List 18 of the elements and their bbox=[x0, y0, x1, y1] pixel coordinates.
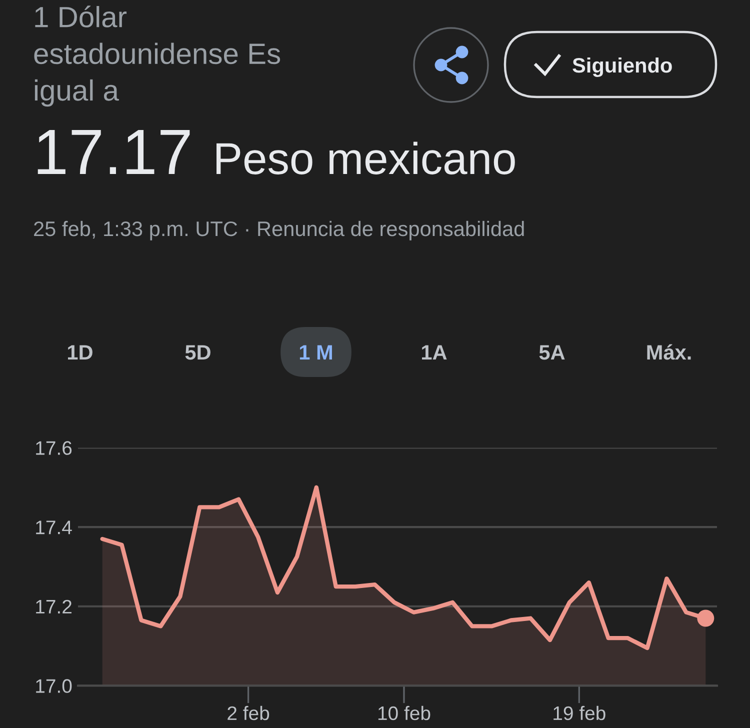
text: Peso mexicano bbox=[216, 142, 515, 174]
text: Siguiendo bbox=[572, 57, 672, 77]
y-tick-label: 17.2 bbox=[36, 600, 72, 614]
chart-subtitle: 25 feb, 1:33 p.m. UTC · Renuncia de responsabilidad bbox=[34, 220, 524, 240]
x-tick-label: 2 feb bbox=[228, 706, 270, 720]
text: Máx. bbox=[647, 344, 691, 360]
x-tick-label: 19 feb bbox=[554, 706, 606, 720]
text: 1D bbox=[68, 345, 92, 360]
x-tick-label: 10 feb bbox=[378, 706, 430, 720]
text: 1 M bbox=[300, 345, 332, 360]
y-tick-label: 17.4 bbox=[36, 520, 72, 534]
text: 17.17 bbox=[38, 130, 190, 174]
y-tick-label: 17.6 bbox=[36, 441, 72, 455]
chart-title: 1 Dólar estadounidense Es igual a bbox=[34, 6, 280, 107]
text: 1A bbox=[422, 345, 447, 360]
text: 5A bbox=[539, 345, 565, 360]
y-tick-label: 17.0 bbox=[36, 679, 72, 693]
text: 5D bbox=[185, 345, 210, 360]
